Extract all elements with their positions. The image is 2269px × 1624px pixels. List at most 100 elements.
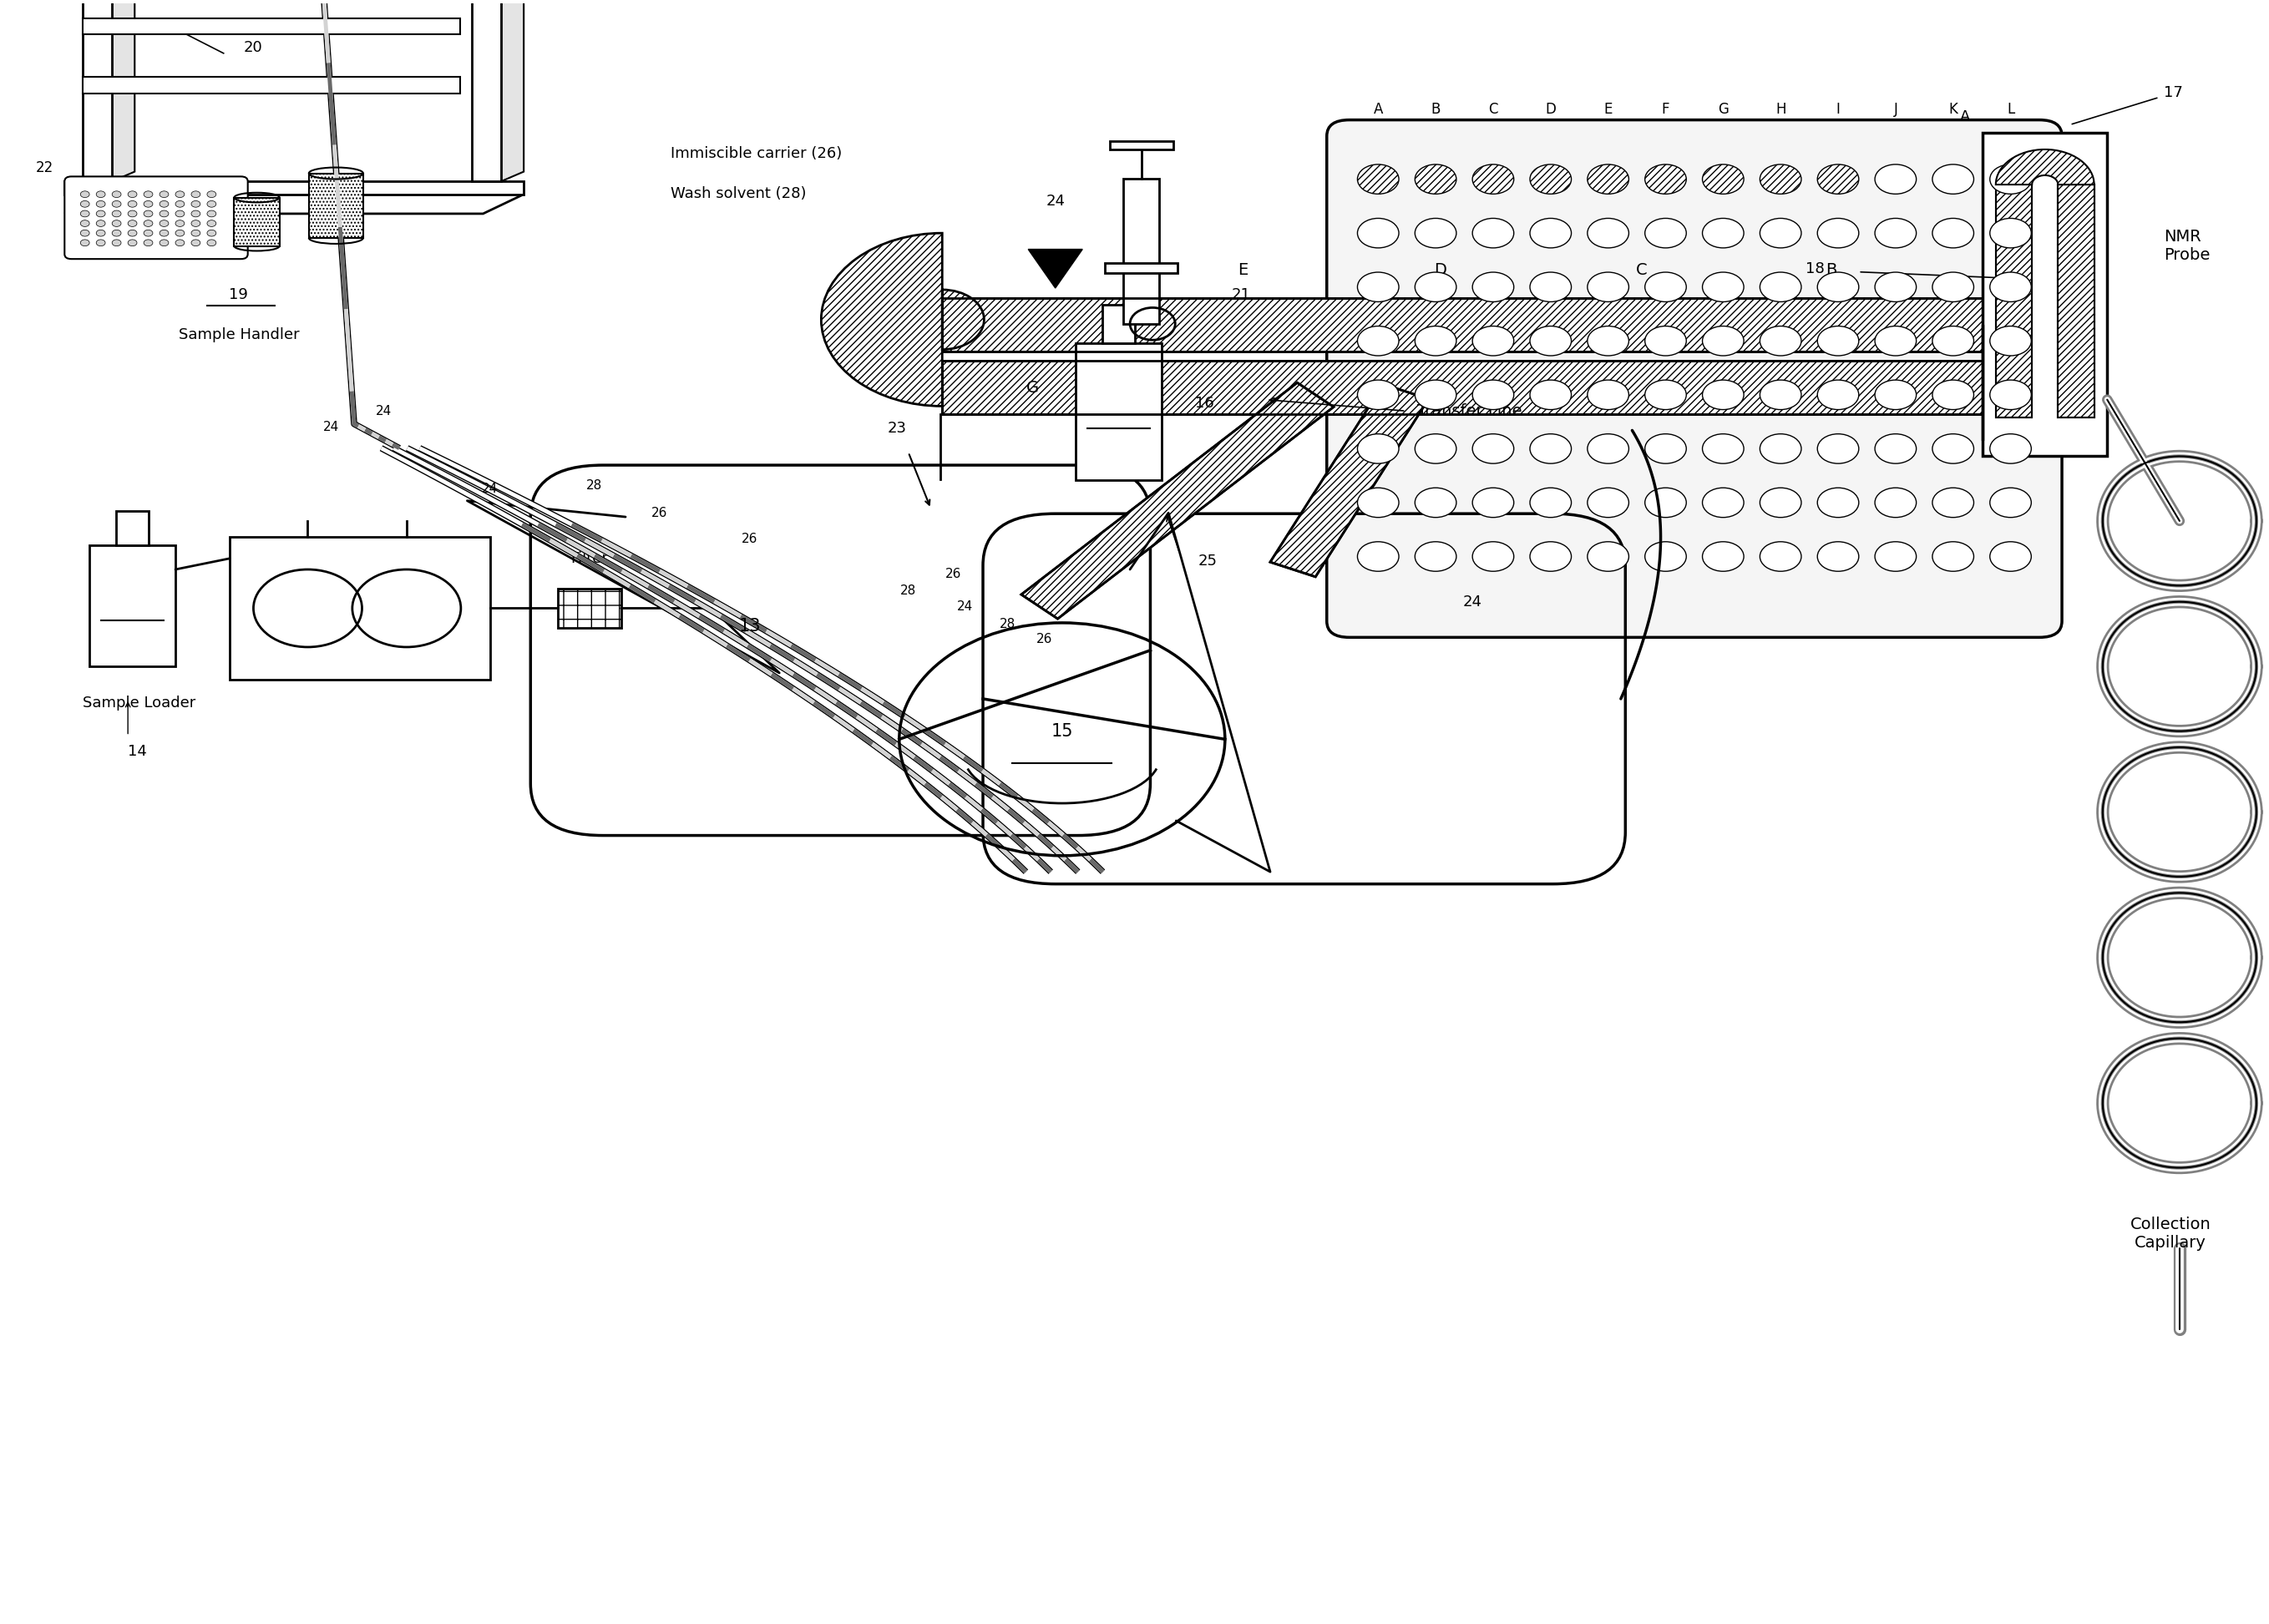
Text: Sample Handler: Sample Handler xyxy=(179,326,300,343)
Bar xyxy=(82,76,461,93)
Text: 22: 22 xyxy=(36,161,52,175)
Circle shape xyxy=(1645,326,1686,356)
Circle shape xyxy=(95,231,104,237)
Circle shape xyxy=(1990,542,2031,572)
Text: 24: 24 xyxy=(374,404,393,417)
Circle shape xyxy=(1761,218,1802,248)
Circle shape xyxy=(1933,380,1974,409)
Bar xyxy=(942,297,1983,351)
Circle shape xyxy=(143,231,152,237)
Text: D: D xyxy=(1545,102,1557,117)
Circle shape xyxy=(1357,273,1398,302)
Text: 20: 20 xyxy=(243,41,263,55)
Circle shape xyxy=(1702,273,1745,302)
Circle shape xyxy=(1357,164,1398,193)
Circle shape xyxy=(1416,326,1457,356)
Text: 28: 28 xyxy=(901,585,917,596)
Circle shape xyxy=(1817,273,1858,302)
Circle shape xyxy=(1702,434,1745,463)
Text: C: C xyxy=(1636,263,1647,278)
Circle shape xyxy=(1529,380,1572,409)
Text: 24: 24 xyxy=(481,482,497,495)
Circle shape xyxy=(1357,542,1398,572)
Text: K: K xyxy=(1949,102,1958,117)
Circle shape xyxy=(1933,164,1974,193)
Circle shape xyxy=(1990,434,2031,463)
Circle shape xyxy=(1529,273,1572,302)
Text: 23: 23 xyxy=(887,421,908,435)
Bar xyxy=(234,198,279,245)
Circle shape xyxy=(1529,434,1572,463)
Circle shape xyxy=(1416,380,1457,409)
Circle shape xyxy=(1761,380,1802,409)
Circle shape xyxy=(143,211,152,218)
Circle shape xyxy=(1990,273,2031,302)
Circle shape xyxy=(1588,326,1629,356)
Circle shape xyxy=(1473,218,1513,248)
Text: NMR
Probe: NMR Probe xyxy=(2165,229,2210,263)
Circle shape xyxy=(79,221,88,227)
Bar xyxy=(1076,343,1162,481)
Text: 17: 17 xyxy=(2165,84,2183,101)
Circle shape xyxy=(79,192,88,198)
Circle shape xyxy=(1529,218,1572,248)
Circle shape xyxy=(127,221,136,227)
Circle shape xyxy=(1357,434,1398,463)
Text: G: G xyxy=(1718,102,1729,117)
Bar xyxy=(309,174,363,239)
Circle shape xyxy=(175,221,184,227)
Circle shape xyxy=(1416,164,1457,193)
Circle shape xyxy=(206,231,216,237)
Circle shape xyxy=(1933,218,1974,248)
Circle shape xyxy=(1588,434,1629,463)
Circle shape xyxy=(1990,164,2031,193)
Bar xyxy=(88,546,175,666)
Circle shape xyxy=(143,240,152,245)
Wedge shape xyxy=(821,234,985,406)
Circle shape xyxy=(1588,218,1629,248)
Circle shape xyxy=(1817,164,1858,193)
Circle shape xyxy=(191,211,200,218)
Circle shape xyxy=(1761,326,1802,356)
Text: C: C xyxy=(1488,102,1498,117)
Circle shape xyxy=(1817,218,1858,248)
Text: 26: 26 xyxy=(1037,633,1053,645)
Circle shape xyxy=(1702,487,1745,518)
Circle shape xyxy=(175,192,184,198)
Circle shape xyxy=(111,231,120,237)
Circle shape xyxy=(1990,487,2031,518)
Polygon shape xyxy=(64,195,524,214)
Text: Immiscible carrier (26): Immiscible carrier (26) xyxy=(672,146,842,161)
Circle shape xyxy=(1473,487,1513,518)
Circle shape xyxy=(1473,542,1513,572)
Circle shape xyxy=(159,221,168,227)
Circle shape xyxy=(206,211,216,218)
Text: G: G xyxy=(1026,380,1039,396)
Circle shape xyxy=(79,201,88,208)
Text: J: J xyxy=(1895,102,1897,117)
Bar xyxy=(942,361,1983,414)
Text: 14: 14 xyxy=(127,744,147,758)
Circle shape xyxy=(1416,218,1457,248)
Polygon shape xyxy=(501,0,524,182)
Circle shape xyxy=(1645,487,1686,518)
Circle shape xyxy=(1817,434,1858,463)
Text: Transfer Line: Transfer Line xyxy=(1418,403,1522,419)
Text: H: H xyxy=(1774,102,1786,117)
Circle shape xyxy=(159,240,168,245)
Circle shape xyxy=(1588,487,1629,518)
Text: A: A xyxy=(1960,110,1969,125)
Text: B: B xyxy=(1827,263,1838,278)
Text: 18: 18 xyxy=(1806,261,1824,276)
Circle shape xyxy=(95,192,104,198)
Circle shape xyxy=(159,201,168,208)
Circle shape xyxy=(1473,380,1513,409)
Circle shape xyxy=(1817,326,1858,356)
Bar xyxy=(942,361,1983,414)
Circle shape xyxy=(1874,273,1917,302)
Circle shape xyxy=(191,240,200,245)
Bar xyxy=(1997,185,2033,417)
Circle shape xyxy=(143,221,152,227)
Circle shape xyxy=(1990,380,2031,409)
Text: Wash solvent (28): Wash solvent (28) xyxy=(672,187,805,201)
